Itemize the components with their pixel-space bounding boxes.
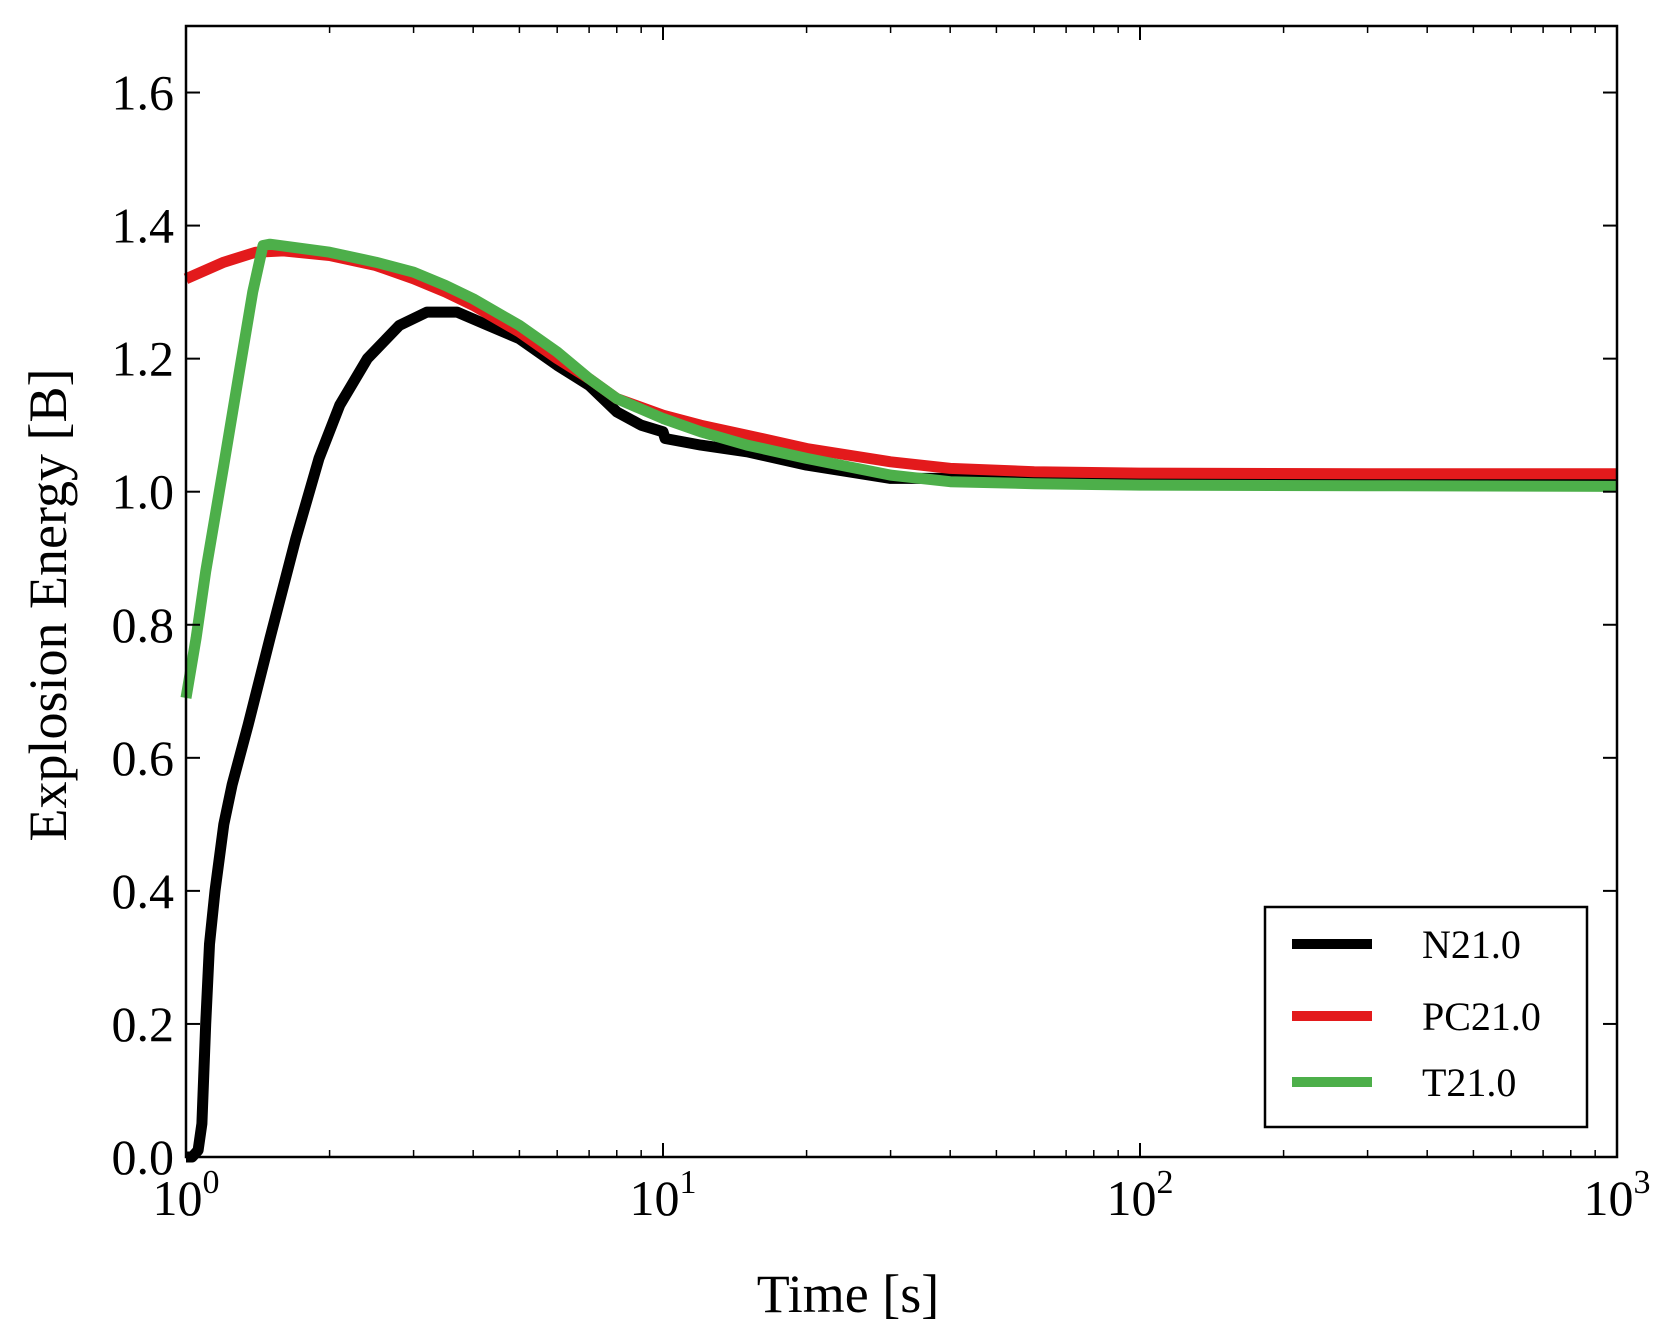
series-layer — [180, 238, 1618, 1163]
series-line-n21-0 — [186, 306, 1617, 1163]
legend: N21.0 PC21.0 T21.0 — [1263, 905, 1589, 1129]
y-tick-label: 1.4 — [112, 198, 175, 254]
x-tick-label: 102 — [1107, 1164, 1174, 1226]
y-tick-label: 1.0 — [112, 464, 175, 520]
x-tick-label: 100 — [153, 1164, 220, 1226]
y-tick-label: 0.6 — [112, 730, 175, 786]
x-tick-label: 103 — [1584, 1164, 1651, 1226]
y-tick-label: 1.2 — [112, 331, 175, 387]
y-tick-label: 0.4 — [112, 863, 175, 919]
labels-layer: 0.0 0.2 0.4 0.6 0.8 1.0 1.2 1.4 1.6 100 101 102 103 — [112, 65, 1651, 1226]
y-tick-label: 1.6 — [112, 65, 175, 121]
y-axis-title: Explosion Energy [B] — [18, 369, 78, 842]
x-axis-title: Time [s] — [757, 1264, 940, 1324]
series-line-t21-0 — [180, 238, 1618, 699]
y-tick-label: 0.8 — [112, 597, 175, 653]
legend-label-n21: N21.0 — [1422, 922, 1521, 967]
legend-label-pc21: PC21.0 — [1422, 994, 1541, 1039]
x-tick-label: 101 — [630, 1164, 697, 1226]
y-tick-label: 0.0 — [112, 1129, 175, 1185]
y-tick-label: 0.2 — [112, 996, 175, 1052]
legend-label-t21: T21.0 — [1422, 1060, 1516, 1105]
plot-frame — [184, 24, 1619, 1159]
